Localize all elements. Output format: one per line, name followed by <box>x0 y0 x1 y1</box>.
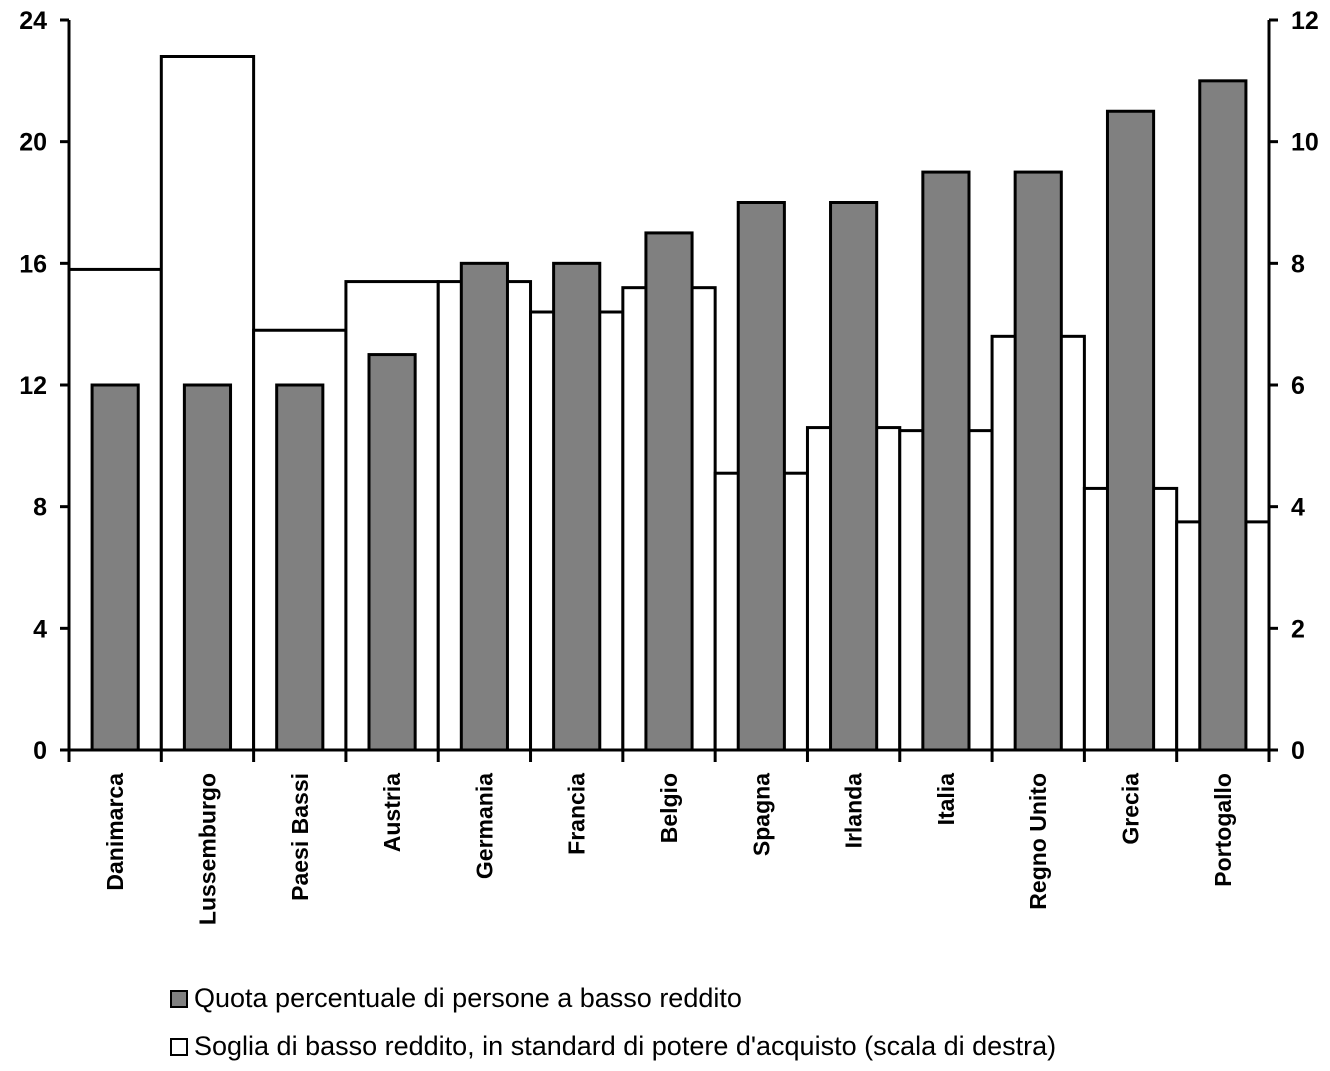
share-bar <box>367 353 417 752</box>
left-tick-label: 4 <box>33 615 47 643</box>
share-bar <box>552 261 602 752</box>
category-label: Francia <box>564 773 590 855</box>
category-label: Grecia <box>1118 773 1144 845</box>
category-label: Germania <box>471 773 497 879</box>
left-tick-label: 16 <box>19 250 47 278</box>
legend-item-threshold: Soglia di basso reddito, in standard di … <box>170 1031 1056 1062</box>
category-label: Regno Unito <box>1025 773 1051 910</box>
legend-swatch-white <box>170 1037 188 1056</box>
share-bar <box>736 201 786 752</box>
category-labels: Danimarca Lussemburgo Paesi Bassi Austria Ge… <box>102 773 1236 925</box>
share-bar-series <box>90 79 1248 752</box>
right-axis-ticks: 0 2 4 6 8 10 12 <box>1269 7 1319 765</box>
right-tick-label: 8 <box>1291 250 1305 278</box>
left-tick-label: 12 <box>19 372 47 400</box>
left-tick-label: 8 <box>33 494 47 522</box>
share-bar <box>1198 79 1248 752</box>
category-label: Irlanda <box>841 773 867 849</box>
category-label: Belgio <box>656 773 682 843</box>
category-label: Danimarca <box>102 773 128 891</box>
right-tick-label: 12 <box>1291 7 1319 35</box>
left-tick-label: 24 <box>19 7 47 35</box>
right-tick-label: 0 <box>1291 737 1305 765</box>
share-bar <box>644 231 694 752</box>
legend-swatch-gray <box>170 989 188 1008</box>
left-axis-ticks: 0 4 8 12 16 20 24 <box>19 7 69 765</box>
share-bar <box>459 261 509 752</box>
right-tick-label: 2 <box>1291 615 1305 643</box>
category-label: Lussemburgo <box>194 773 220 925</box>
share-bar <box>1105 109 1156 752</box>
share-bar <box>90 383 140 752</box>
right-tick-label: 4 <box>1291 494 1305 522</box>
category-label: Austria <box>379 773 405 852</box>
share-bar <box>182 383 233 752</box>
share-bar <box>921 170 971 752</box>
category-label: Paesi Bassi <box>287 773 313 901</box>
left-tick-label: 20 <box>19 129 47 157</box>
category-label: Italia <box>933 773 959 826</box>
right-tick-label: 6 <box>1291 372 1305 400</box>
legend-item-share: Quota percentuale di persone a basso red… <box>170 983 742 1014</box>
share-bar <box>1013 170 1063 752</box>
right-tick-label: 10 <box>1291 129 1319 157</box>
share-bar <box>829 201 879 752</box>
left-tick-label: 0 <box>33 737 47 765</box>
share-bar <box>275 383 325 752</box>
legend-label-threshold: Soglia di basso reddito, in standard di … <box>194 1031 1057 1061</box>
legend-label-share: Quota percentuale di persone a basso red… <box>194 983 742 1013</box>
category-label: Spagna <box>748 773 774 856</box>
category-label: Portogallo <box>1210 773 1236 887</box>
